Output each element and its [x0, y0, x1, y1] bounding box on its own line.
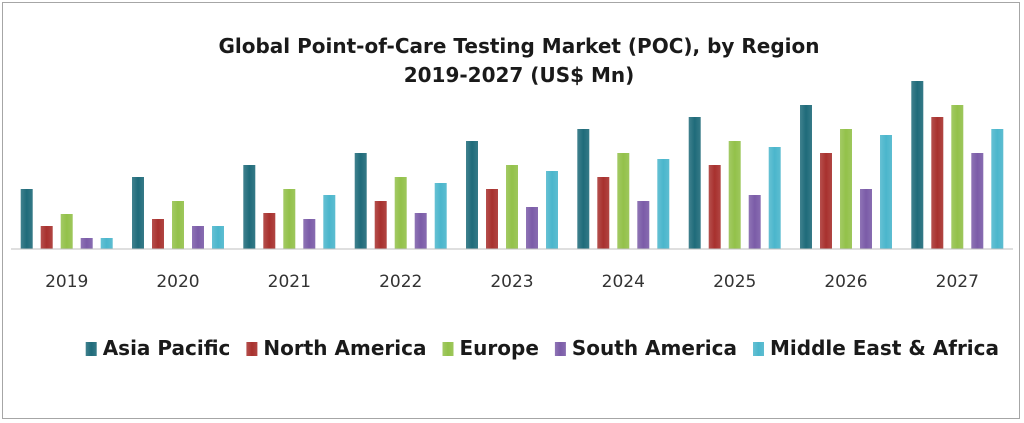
bar-europe-2021 [283, 189, 296, 249]
bar-south-america-2022 [414, 213, 427, 249]
bar-asia-pacific-2024 [577, 129, 590, 249]
bar-south-america-2024 [637, 201, 650, 249]
x-tick-label: 2026 [824, 272, 867, 292]
bar-north-america-2024 [597, 177, 610, 249]
legend-label: North America [263, 336, 426, 360]
bar-europe-2022 [394, 177, 407, 249]
bar-middle-east-africa-2019 [100, 238, 113, 249]
bar-middle-east-africa-2023 [546, 171, 558, 249]
x-tick-label: 2023 [490, 272, 533, 292]
bar-middle-east-africa-2020 [212, 226, 224, 249]
legend-swatch-asia-pacific [85, 342, 97, 356]
bar-asia-pacific-2021 [243, 165, 256, 249]
x-tick-label: 2025 [713, 272, 756, 292]
bar-middle-east-africa-2022 [434, 183, 447, 249]
legend-swatch-middle-east-africa [753, 342, 764, 356]
bar-europe-2027 [951, 105, 964, 249]
bar-south-america-2025 [748, 195, 761, 249]
bar-south-america-2023 [526, 207, 538, 249]
legend-swatch-europe [442, 342, 454, 356]
bar-south-america-2026 [860, 189, 872, 249]
x-tick-label: 2019 [45, 272, 88, 292]
legend-label: Middle East & Africa [770, 336, 999, 360]
legend: Asia Pacific North America Europe South Ame… [85, 336, 999, 360]
legend-label: South America [572, 336, 737, 360]
bar-north-america-2022 [374, 201, 387, 249]
x-tick-label: 2027 [936, 272, 979, 292]
chart-title: Global Point-of-Care Testing Market (POC… [218, 34, 819, 58]
legend-swatch-south-america [554, 342, 566, 356]
x-tick-label: 2022 [379, 272, 422, 292]
bar-middle-east-africa-2026 [880, 135, 892, 249]
bar-north-america-2021 [263, 213, 276, 249]
bar-asia-pacific-2027 [911, 81, 924, 249]
bar-asia-pacific-2022 [354, 153, 367, 249]
bar-chart: Global Point-of-Care Testing Market (POC… [11, 34, 1013, 360]
bar-europe-2020 [172, 201, 184, 249]
x-tick-label: 2021 [268, 272, 311, 292]
bar-south-america-2020 [192, 226, 204, 249]
chart-subtitle: 2019-2027 (US$ Mn) [404, 63, 635, 87]
bar-middle-east-africa-2024 [657, 159, 670, 249]
bar-south-america-2019 [80, 238, 93, 249]
bar-north-america-2023 [486, 189, 498, 249]
bar-south-america-2021 [303, 219, 316, 249]
bar-north-america-2019 [40, 226, 53, 249]
x-tick-label: 2024 [602, 272, 645, 292]
bar-europe-2026 [840, 129, 852, 249]
legend-swatch-north-america [246, 342, 258, 356]
bar-north-america-2025 [708, 165, 721, 249]
bar-asia-pacific-2019 [20, 189, 33, 249]
bar-middle-east-africa-2025 [768, 147, 781, 249]
bar-asia-pacific-2025 [688, 117, 701, 249]
bars-group [20, 81, 1004, 249]
bar-asia-pacific-2023 [466, 141, 478, 249]
x-tick-labels: 2019 2020 2021 2022 2023 2024 2025 2026 2027 [45, 272, 979, 292]
bar-north-america-2026 [820, 153, 832, 249]
bar-europe-2019 [60, 214, 73, 249]
legend-label: Europe [460, 336, 539, 360]
bar-asia-pacific-2026 [800, 105, 812, 249]
bar-north-america-2020 [152, 219, 164, 249]
bar-middle-east-africa-2027 [991, 129, 1004, 249]
bar-europe-2025 [728, 141, 741, 249]
bar-north-america-2027 [931, 117, 944, 249]
bar-middle-east-africa-2021 [323, 195, 336, 249]
x-tick-label: 2020 [156, 272, 199, 292]
bar-south-america-2027 [971, 153, 984, 249]
bar-europe-2024 [617, 153, 630, 249]
bar-europe-2023 [506, 165, 518, 249]
legend-label: Asia Pacific [103, 336, 231, 360]
bar-asia-pacific-2020 [132, 177, 144, 249]
